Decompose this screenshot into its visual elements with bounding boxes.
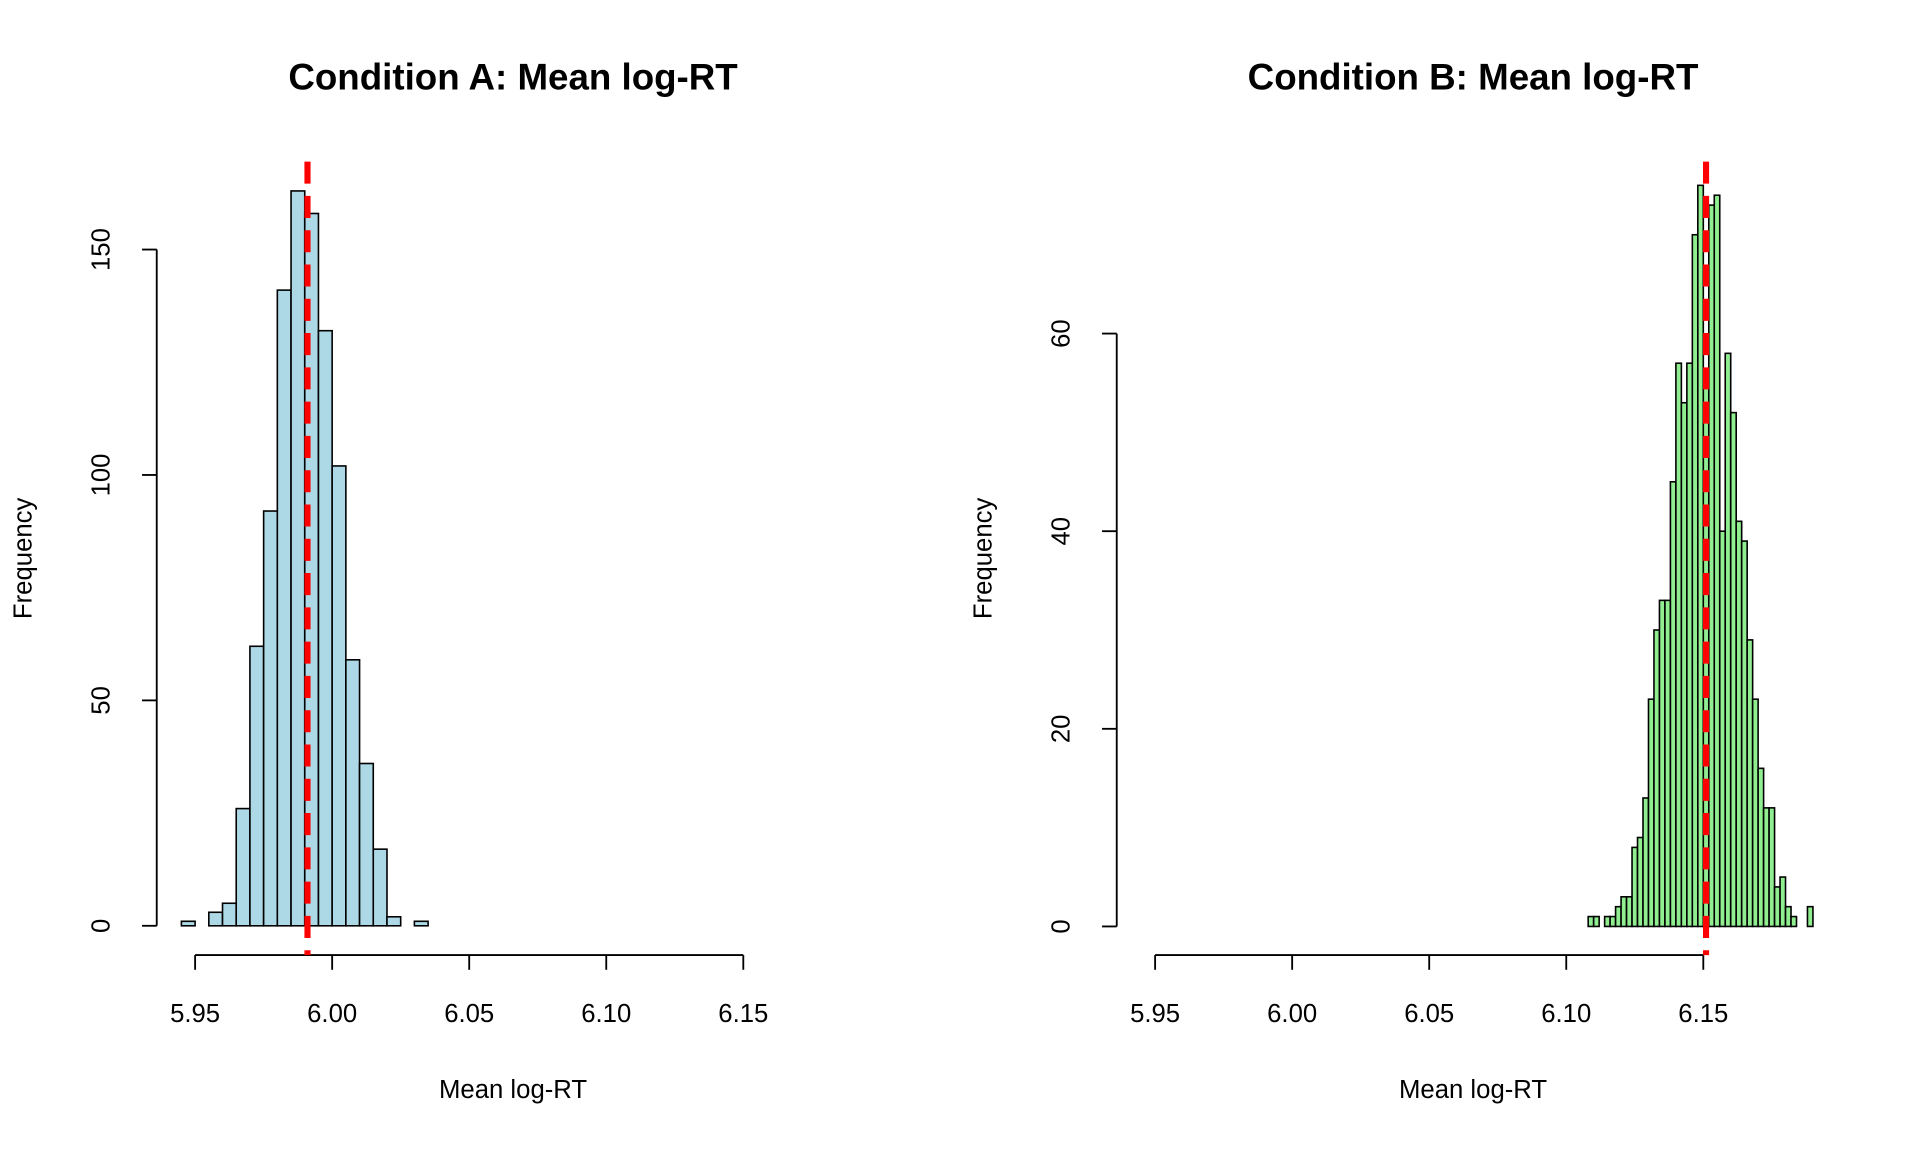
histogram-bar: [1620, 896, 1628, 928]
y-tick-label: 60: [1048, 319, 1076, 348]
histogram-bar: [1647, 698, 1655, 928]
histogram-bar: [1762, 807, 1770, 928]
histogram-bar: [1653, 629, 1661, 928]
y-axis-label: Frequency: [9, 498, 37, 620]
histogram-bar: [1757, 767, 1765, 928]
histogram-bar: [1735, 520, 1743, 928]
y-tick-label: 20: [1048, 715, 1076, 744]
histogram-bar: [1592, 915, 1600, 928]
histogram-bar: [1784, 905, 1792, 928]
histogram-bar: [1707, 204, 1716, 928]
histogram-bar: [1713, 194, 1721, 928]
x-tick-label: 6.15: [1678, 1000, 1728, 1028]
histogram-bar: [1718, 530, 1727, 928]
histogram-bar: [1729, 411, 1737, 928]
histogram-bar: [290, 190, 306, 927]
histogram-bar: [1664, 599, 1672, 928]
histogram-bar: [1675, 362, 1683, 928]
histogram-bar: [1773, 886, 1781, 928]
histogram-bar: [208, 911, 224, 927]
y-tick-label: 150: [88, 228, 116, 271]
x-tick-label: 6.05: [1404, 1000, 1454, 1028]
chart-title: Condition A: Mean log-RT: [288, 56, 738, 97]
x-tick-label: 6.10: [581, 1000, 631, 1028]
histogram-bar: [1625, 896, 1633, 928]
histogram-bar: [1658, 599, 1666, 928]
chart-title: Condition B: Mean log-RT: [1248, 56, 1699, 97]
histogram-bar: [1587, 915, 1595, 928]
x-tick-label: 6.05: [444, 1000, 494, 1028]
x-tick-label: 5.95: [1130, 1000, 1180, 1028]
y-tick-label: 50: [88, 686, 116, 715]
histogram-bar: [1642, 797, 1650, 928]
histogram-bar: [1691, 233, 1699, 928]
histogram-bar: [249, 645, 265, 927]
histogram-bar: [1697, 184, 1705, 928]
x-axis-label: Mean log-RT: [1399, 1076, 1547, 1104]
histogram-bar: [1751, 698, 1759, 928]
histogram-bar: [1768, 807, 1776, 928]
y-tick-label: 0: [88, 919, 116, 933]
histogram-bar: [1680, 401, 1688, 928]
histogram-bar: [1746, 639, 1754, 928]
histogram-bar: [345, 659, 361, 927]
histogram-bar: [386, 915, 402, 927]
histogram-bar: [331, 465, 347, 927]
histogram-bar: [1669, 480, 1677, 928]
histogram-bar: [1724, 352, 1732, 928]
x-tick-label: 6.00: [1267, 1000, 1317, 1028]
y-tick-label: 40: [1048, 517, 1076, 546]
histogram-bar: [180, 920, 196, 927]
histogram-bar: [1686, 362, 1694, 928]
histogram-bar: [221, 902, 238, 927]
histogram-bar: [1806, 905, 1814, 928]
histogram-bar: [1614, 905, 1622, 928]
histogram-bar: [358, 762, 375, 927]
histogram-bar: [1603, 915, 1611, 928]
histogram-bar: [1631, 846, 1639, 928]
x-tick-label: 6.00: [307, 1000, 357, 1028]
x-tick-label: 5.95: [170, 1000, 220, 1028]
y-axis-label: Frequency: [969, 498, 997, 620]
histogram-bar: [372, 848, 388, 927]
x-tick-label: 6.15: [718, 1000, 768, 1028]
histogram-bar: [1790, 915, 1798, 928]
histogram-bar: [1609, 915, 1617, 928]
histogram-bar: [276, 289, 292, 927]
histogram-bar: [1636, 836, 1644, 928]
x-tick-label: 6.10: [1541, 1000, 1591, 1028]
histogram-bar: [262, 510, 279, 927]
x-axis-label: Mean log-RT: [439, 1076, 587, 1104]
histogram-bar: [1779, 876, 1787, 928]
y-tick-label: 100: [88, 454, 116, 497]
histogram-bar: [235, 807, 251, 927]
y-tick-label: 0: [1048, 919, 1076, 933]
histogram-bar: [1740, 540, 1748, 928]
histogram-bar: [413, 920, 429, 927]
histogram-bar: [317, 329, 333, 927]
